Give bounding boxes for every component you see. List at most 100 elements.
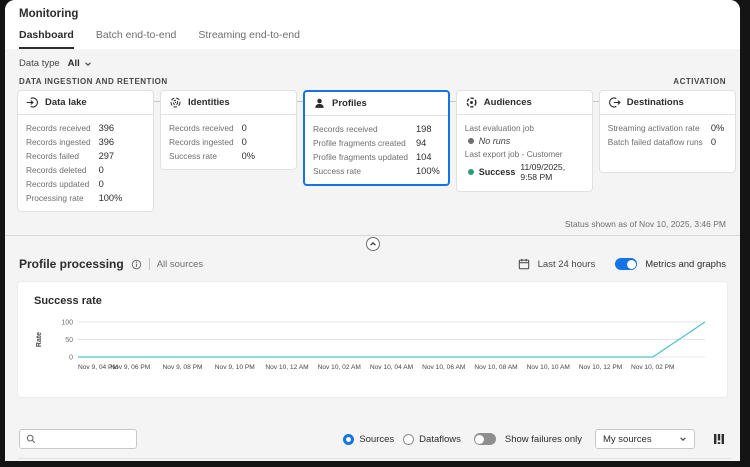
monitoring-app: Monitoring Dashboard Batch end-to-end St… xyxy=(5,0,740,461)
metric-label: Records received xyxy=(26,122,91,133)
card-title: Identities xyxy=(188,97,230,108)
export-status-time: 11/09/2025, 9:58 PM xyxy=(520,162,566,182)
svg-text:100: 100 xyxy=(61,320,73,327)
metric-label: Success rate xyxy=(169,150,217,161)
chevron-down-icon xyxy=(85,61,91,66)
metric-value: 0% xyxy=(241,150,256,161)
tab-dashboard[interactable]: Dashboard xyxy=(19,29,74,49)
export-job-label: Last export job - Customer xyxy=(464,149,563,159)
section-divider xyxy=(5,235,740,236)
metric-row: Success rate 0% xyxy=(169,149,255,162)
metric-row: Records updated 0 xyxy=(26,177,122,190)
profile-processing-title: Profile processing xyxy=(19,257,124,271)
col-fragments-created: PROFILE FRAGMENTS CREATED xyxy=(337,458,439,461)
svg-text:Nov 9, 06 PM: Nov 9, 06 PM xyxy=(110,364,150,371)
card-connector xyxy=(297,101,303,102)
data-type-dropdown[interactable]: All xyxy=(68,58,92,69)
card-audiences[interactable]: Audiences Last evaluation job No runs La… xyxy=(455,90,593,192)
radio-sources[interactable]: Sources xyxy=(343,433,395,445)
info-icon[interactable] xyxy=(131,259,142,270)
metric-value: 396 xyxy=(98,122,115,133)
group-labels: DATA INGESTION AND RETENTION ACTIVATION xyxy=(5,75,740,90)
svg-text:Rate: Rate xyxy=(36,332,43,347)
metric-value: 100% xyxy=(416,165,440,176)
metric-label: Success rate xyxy=(313,165,361,176)
svg-text:Nov 9, 10 PM: Nov 9, 10 PM xyxy=(215,364,255,371)
metrics-graphs-toggle[interactable] xyxy=(615,258,638,270)
radio-dataflows[interactable]: Dataflows xyxy=(403,433,461,445)
metric-value: 0 xyxy=(98,178,104,189)
card-title: Destinations xyxy=(626,97,684,108)
data-type-label: Data type xyxy=(19,58,60,69)
tab-streaming-end-to-end[interactable]: Streaming end-to-end xyxy=(198,29,300,41)
scope-select-value: My sources xyxy=(603,433,652,445)
show-failures-label: Show failures only xyxy=(504,433,582,445)
col-fragments-updated: PROFILE FRAGMENTS UPDATED xyxy=(438,458,540,461)
profile-processing-header: Profile processing All sources Last 24 h… xyxy=(5,255,740,279)
metric-row: Streaming activation rate 0% xyxy=(608,121,724,134)
data-type-value: All xyxy=(67,58,80,69)
svg-text:Nov 10, 04 AM: Nov 10, 04 AM xyxy=(370,364,413,371)
search-box[interactable] xyxy=(19,429,137,449)
metric-row: Records failed 297 xyxy=(26,149,122,162)
card-profiles[interactable]: Profiles Records received 198 Profile fra… xyxy=(303,90,450,186)
metric-label: Records received xyxy=(169,122,234,133)
metric-label: Profile fragments created xyxy=(313,137,406,148)
ingestion-group-label: DATA INGESTION AND RETENTION xyxy=(19,77,168,86)
svg-text:Nov 10, 06 AM: Nov 10, 06 AM xyxy=(422,364,465,371)
profile-processing-scope: All sources xyxy=(156,258,204,270)
time-range-button[interactable]: Last 24 hours xyxy=(537,258,596,270)
card-profiles-header: Profiles xyxy=(305,92,448,116)
metric-row: Profile fragments updated 104 xyxy=(313,150,440,163)
chevron-up-icon xyxy=(369,242,376,246)
collapse-summary-button[interactable] xyxy=(365,237,380,251)
card-title: Profiles xyxy=(332,98,367,109)
metric-value: 297 xyxy=(98,150,115,161)
card-title: Audiences xyxy=(483,97,532,108)
metric-row: Profile fragments created 94 xyxy=(313,136,440,149)
radio-dataflows-label: Dataflows xyxy=(419,433,461,445)
metric-label: Records failed xyxy=(26,150,80,161)
svg-text:Nov 10, 10 AM: Nov 10, 10 AM xyxy=(527,364,570,371)
card-destinations[interactable]: Destinations Streaming activation rate 0%… xyxy=(598,90,736,173)
search-input[interactable] xyxy=(41,434,130,444)
metric-label: Records deleted xyxy=(26,164,87,175)
metric-value: 0 xyxy=(710,136,716,147)
metric-value: 0 xyxy=(241,122,247,133)
audiences-icon xyxy=(466,97,477,108)
export-status-text: Success xyxy=(478,167,516,177)
metric-value: 104 xyxy=(416,151,432,162)
metric-value: 0% xyxy=(710,122,725,133)
metric-row: Records deleted 0 xyxy=(26,163,122,176)
calendar-icon xyxy=(518,258,529,270)
col-records-received: RECORDS RECEIVED xyxy=(139,458,239,461)
chart-title: Success rate xyxy=(34,295,102,307)
svg-text:0: 0 xyxy=(69,355,73,362)
svg-text:Nov 10, 08 AM: Nov 10, 08 AM xyxy=(474,364,517,371)
card-identities[interactable]: Identities Records received 0 Records ing… xyxy=(160,90,297,170)
radio-sources-label: Sources xyxy=(359,433,395,445)
metric-value: 198 xyxy=(416,123,432,134)
tab-batch-end-to-end[interactable]: Batch end-to-end xyxy=(95,29,177,41)
svg-text:Nov 9, 04 PM: Nov 9, 04 PM xyxy=(78,364,118,371)
card-data-lake[interactable]: Data lake Records received 396 Records in… xyxy=(17,90,154,212)
show-failures-toggle[interactable] xyxy=(473,433,496,445)
card-title: Data lake xyxy=(45,97,87,108)
card-audiences-header: Audiences xyxy=(456,91,592,115)
scope-select[interactable]: My sources xyxy=(595,429,695,449)
tab-bar: Dashboard Batch end-to-end Streaming end… xyxy=(19,29,726,49)
status-dot-gray xyxy=(467,138,474,144)
card-connector xyxy=(592,101,599,102)
metric-label: Processing rate xyxy=(26,192,84,203)
search-icon xyxy=(26,434,36,444)
svg-text:Nov 10, 12 PM: Nov 10, 12 PM xyxy=(579,364,623,371)
metric-label: Streaming activation rate xyxy=(607,122,700,133)
metric-row: Records received 396 xyxy=(26,121,122,134)
metric-label: Records updated xyxy=(26,178,90,189)
summary-cards-row: Data lake Records received 396 Records in… xyxy=(5,90,740,212)
activation-group-label: ACTIVATION xyxy=(673,77,726,86)
column-settings-icon[interactable] xyxy=(712,432,726,446)
col-failed-dataflows: TOTAL FAILED DATAFLOWS xyxy=(639,458,731,461)
metric-value: 396 xyxy=(98,136,115,147)
